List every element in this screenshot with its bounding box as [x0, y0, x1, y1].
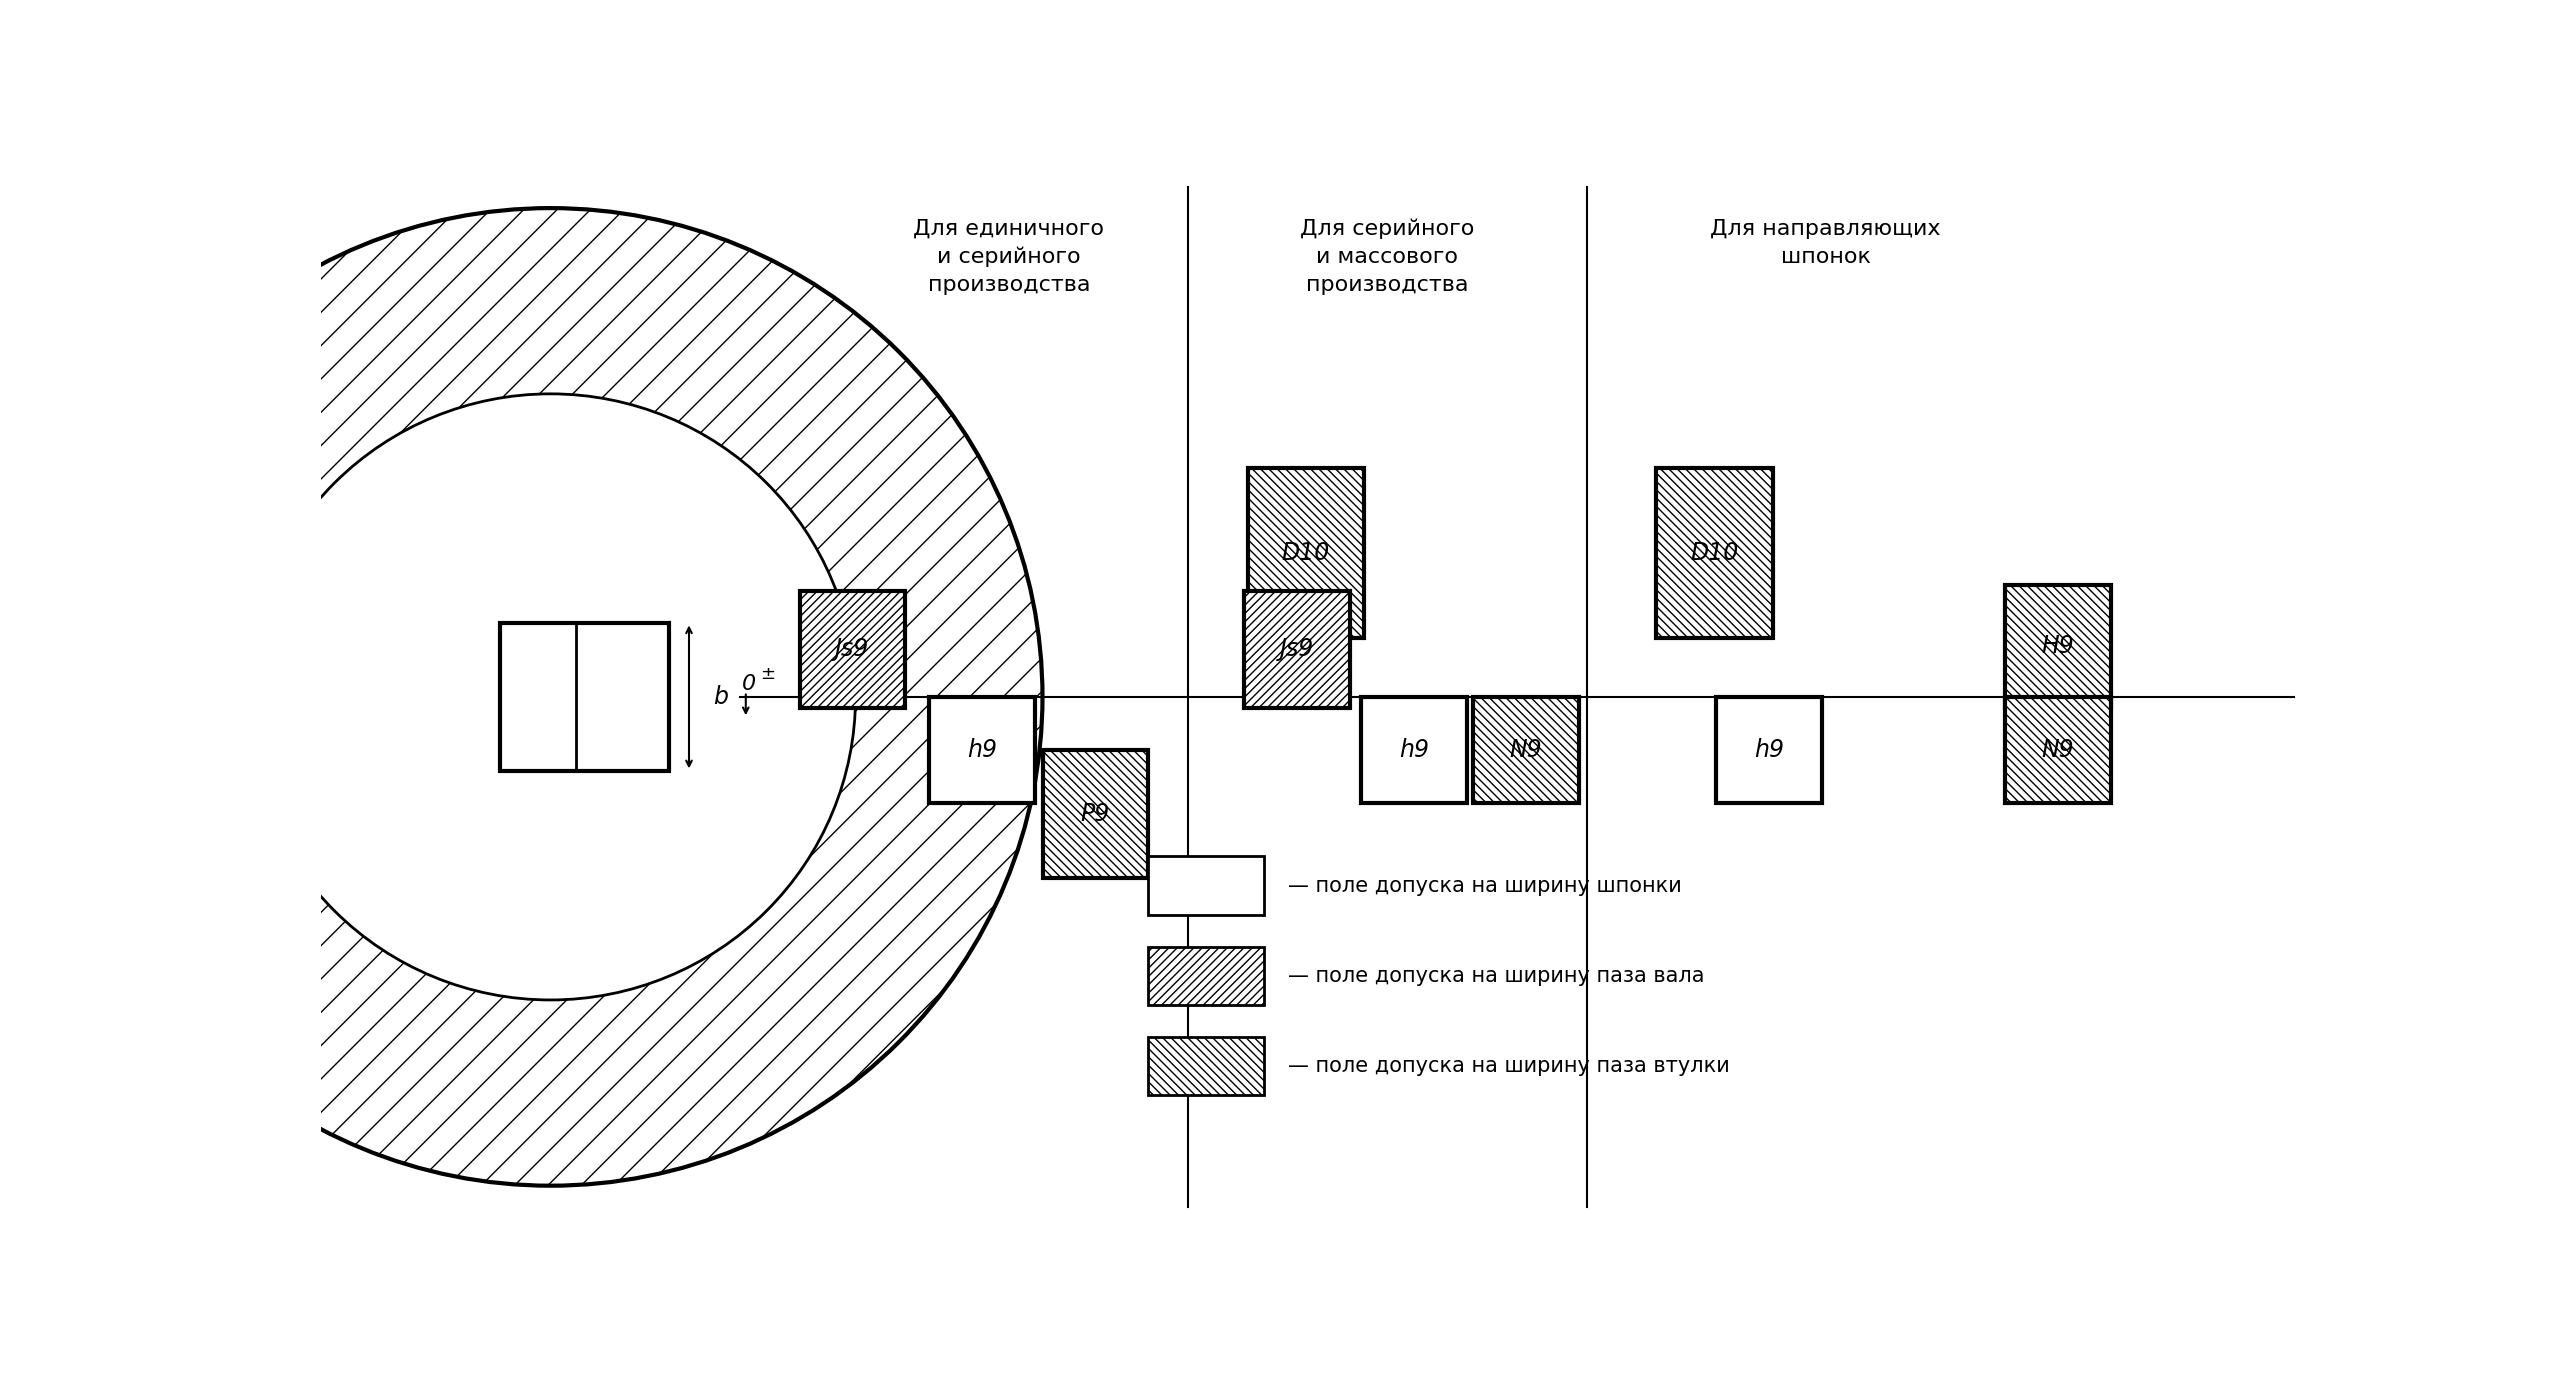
Bar: [800, 591, 905, 708]
Text: Js9: Js9: [1280, 638, 1314, 661]
Bar: [1149, 856, 1265, 915]
Text: N9: N9: [2041, 738, 2075, 762]
Text: 0: 0: [740, 675, 756, 694]
Bar: [1656, 468, 1771, 639]
Text: P9: P9: [1080, 802, 1111, 825]
Text: Для направляющих
шпонок: Для направляющих шпонок: [1710, 218, 1941, 266]
Text: N9: N9: [1509, 738, 1543, 762]
Text: ±: ±: [761, 665, 774, 683]
Bar: [1247, 468, 1365, 639]
Ellipse shape: [244, 393, 856, 1000]
Bar: [1044, 749, 1149, 878]
Text: — поле допуска на ширину паза вала: — поле допуска на ширину паза вала: [1288, 966, 1705, 985]
Bar: [1473, 697, 1579, 803]
Text: H9: H9: [2041, 635, 2075, 658]
Text: D10: D10: [1689, 541, 1738, 566]
Bar: [1149, 1036, 1265, 1096]
Text: h9: h9: [967, 738, 998, 762]
Bar: [928, 697, 1034, 803]
Text: D10: D10: [1283, 541, 1329, 566]
Text: Js9: Js9: [836, 638, 869, 661]
Bar: [499, 622, 668, 771]
Text: Для серийного
и массового
производства: Для серийного и массового производства: [1301, 218, 1476, 295]
Bar: [2005, 585, 2111, 708]
Bar: [1149, 947, 1265, 1005]
Bar: [1717, 697, 1823, 803]
Text: b: b: [712, 684, 728, 709]
Ellipse shape: [59, 208, 1041, 1185]
Bar: [1244, 591, 1350, 708]
Text: h9: h9: [1753, 738, 1784, 762]
Bar: [1363, 697, 1468, 803]
Bar: [2005, 697, 2111, 803]
Text: Для единичного
и серийного
производства: Для единичного и серийного производства: [913, 218, 1106, 295]
Text: h9: h9: [1399, 738, 1429, 762]
Text: — поле допуска на ширину шпонки: — поле допуска на ширину шпонки: [1288, 875, 1681, 896]
Text: — поле допуска на ширину паза втулки: — поле допуска на ширину паза втулки: [1288, 1056, 1730, 1076]
